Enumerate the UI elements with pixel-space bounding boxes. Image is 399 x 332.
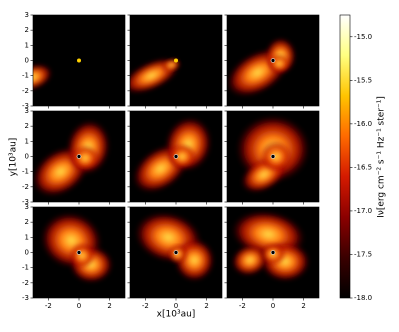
colorbar-tick-label: -17.0 bbox=[354, 207, 372, 215]
y-tick-label: -3 bbox=[22, 294, 29, 302]
star bbox=[270, 58, 276, 63]
y-tick-label: -2 bbox=[22, 279, 29, 287]
colorbar-tick-label: -18.0 bbox=[354, 294, 372, 302]
y-tick-label: 2 bbox=[25, 218, 29, 226]
colorbar-label: Iν[erg cm⁻² s⁻¹ Hz⁻¹ ster⁻¹] bbox=[377, 96, 387, 218]
emission-blob bbox=[260, 141, 292, 172]
colorbar-tick-label: -17.5 bbox=[354, 250, 372, 258]
colorbar-tick-label: -15.0 bbox=[354, 33, 372, 41]
x-tick-label: 0 bbox=[271, 302, 275, 310]
emission bbox=[33, 120, 110, 197]
star bbox=[76, 250, 82, 255]
y-tick-label: -2 bbox=[22, 183, 29, 191]
y-tick-label: 1 bbox=[25, 233, 29, 241]
emission bbox=[227, 37, 296, 97]
x-tick-label: 2 bbox=[204, 302, 208, 310]
y-tick-label: -1 bbox=[22, 264, 29, 272]
colorbar-tick-label: -15.5 bbox=[354, 76, 372, 84]
y-tick-label: 0 bbox=[25, 249, 29, 257]
star bbox=[76, 154, 82, 159]
x-tick-label: -2 bbox=[45, 302, 52, 310]
emission-blob bbox=[231, 244, 269, 276]
y-tick-label: 1 bbox=[25, 41, 29, 49]
emission bbox=[130, 57, 181, 94]
y-tick-label: -3 bbox=[22, 102, 29, 110]
y-tick-label: 2 bbox=[25, 26, 29, 34]
emission bbox=[41, 212, 113, 283]
y-tick-label: 3 bbox=[25, 107, 29, 115]
y-axis-label: y[10³au] bbox=[9, 138, 19, 177]
x-axis-label: x[10³au] bbox=[157, 310, 196, 320]
emission-blob bbox=[71, 145, 99, 171]
star bbox=[173, 154, 179, 159]
y-tick-label: -1 bbox=[22, 168, 29, 176]
x-tick-label: -2 bbox=[142, 302, 149, 310]
star bbox=[270, 250, 276, 255]
star bbox=[270, 154, 276, 159]
emission bbox=[133, 117, 212, 193]
x-tick-label: 0 bbox=[174, 302, 178, 310]
star bbox=[77, 58, 81, 63]
star bbox=[173, 250, 179, 255]
emission-blob bbox=[69, 243, 95, 268]
y-tick-label: 0 bbox=[25, 153, 29, 161]
x-tick-label: 2 bbox=[107, 302, 111, 310]
y-tick-label: 3 bbox=[25, 203, 29, 211]
y-tick-label: 1 bbox=[25, 137, 29, 145]
colorbar bbox=[339, 14, 351, 299]
x-tick-label: -2 bbox=[239, 302, 246, 310]
emission bbox=[135, 212, 215, 282]
emission bbox=[236, 115, 310, 193]
y-tick-label: 3 bbox=[25, 11, 29, 19]
y-tick-label: -3 bbox=[22, 198, 29, 206]
y-tick-label: -1 bbox=[22, 72, 29, 80]
emission-blob bbox=[168, 144, 196, 169]
colorbar-tick-label: -16.0 bbox=[354, 120, 372, 128]
y-tick-label: -2 bbox=[22, 87, 29, 95]
emission bbox=[231, 211, 310, 282]
colorbar-tick-label: -16.5 bbox=[354, 163, 372, 171]
x-tick-label: 2 bbox=[301, 302, 305, 310]
emission-blob bbox=[268, 54, 290, 73]
y-tick-label: 2 bbox=[25, 122, 29, 130]
x-tick-label: 0 bbox=[77, 302, 81, 310]
y-tick-label: 0 bbox=[25, 57, 29, 65]
star bbox=[174, 58, 178, 63]
